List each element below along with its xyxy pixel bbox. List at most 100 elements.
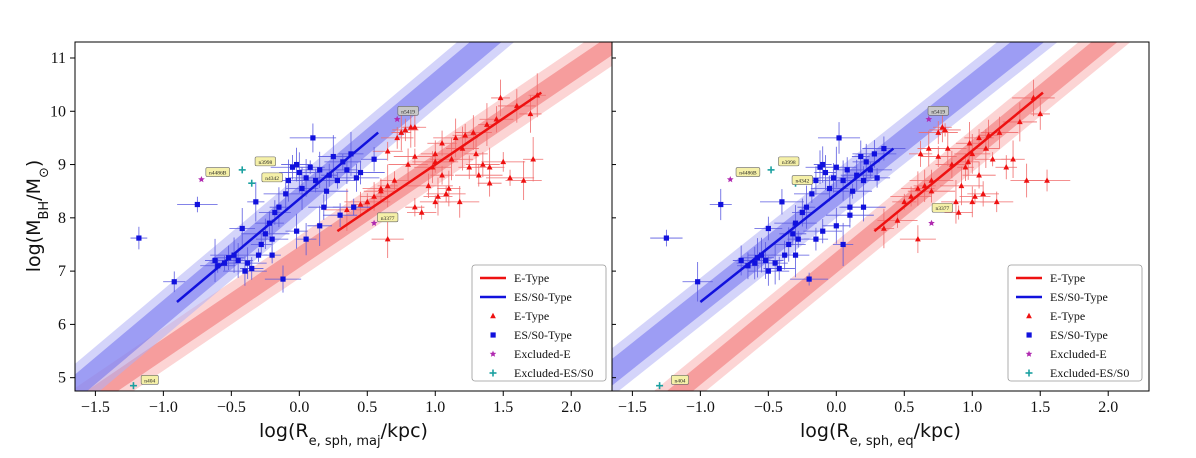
s0-type-band-inner	[612, 42, 1045, 386]
legend-label: E-Type	[1050, 271, 1085, 285]
annotation-n3998: n3998	[254, 156, 276, 167]
s0-type-point	[321, 204, 327, 210]
annotation-n3377: n3377	[377, 212, 399, 223]
s0-type-point	[269, 252, 275, 258]
s0-type-point	[833, 164, 839, 170]
annotation-label: n3377	[935, 206, 949, 212]
s0-type-point	[820, 228, 826, 234]
s0-type-point	[854, 172, 860, 178]
legend-label: E-Type	[1050, 309, 1085, 323]
s0-type-point	[371, 156, 377, 162]
e-type-point	[955, 209, 962, 215]
s0-type-point	[262, 231, 268, 237]
s0-type-point	[194, 201, 200, 208]
s0-type-point	[867, 167, 873, 173]
s0-type-point	[330, 153, 336, 160]
s0-type-point	[337, 212, 343, 218]
e-type-point	[398, 129, 405, 135]
annotation-n3998: n3998	[778, 156, 800, 167]
e-type-point	[962, 164, 969, 170]
x-axis-label: log(Re, sph, eq/kpc)	[800, 420, 961, 449]
s0-type-point	[296, 169, 302, 176]
e-type-point	[527, 110, 534, 117]
s0-type-point	[344, 167, 350, 173]
s0-type-point	[817, 164, 823, 170]
s0-type-point	[235, 257, 241, 264]
legend-label: ES/S0-Type	[1050, 328, 1108, 342]
s0-type-point	[285, 177, 292, 184]
x-tick-label: 2.0	[561, 399, 581, 416]
s0-type-point	[221, 260, 228, 266]
legend-excluded-e-marker	[1025, 350, 1033, 357]
annotation-label: n5419	[931, 109, 945, 115]
e-type-point	[405, 161, 411, 167]
e-type-point	[1003, 164, 1010, 170]
e-type-point	[1037, 110, 1044, 117]
s0-type-point	[850, 188, 856, 194]
e-type-point	[394, 134, 401, 141]
e-type-point	[530, 156, 537, 162]
e-type-point	[384, 148, 391, 154]
s0-type-point	[795, 236, 801, 242]
e-type-point	[969, 198, 976, 205]
s0-type-point	[790, 231, 796, 237]
s0-type-point	[874, 175, 880, 181]
s0-type-point	[299, 185, 305, 192]
s0-type-point	[249, 265, 255, 272]
s0-type-point	[334, 177, 340, 184]
excluded-e-point	[925, 115, 933, 123]
e-type-point	[475, 172, 482, 178]
e-type-point	[435, 193, 441, 199]
s0-type-point	[858, 153, 864, 160]
legend-label: ES/S0-Type	[514, 290, 572, 304]
e-type-band-inner	[86, 42, 612, 391]
s0-type-band-inner	[75, 42, 502, 391]
s0-type-point	[317, 167, 323, 173]
s0-type-point	[171, 279, 177, 285]
s0-type-point	[847, 204, 853, 210]
annotation-label: n4342	[265, 176, 279, 182]
axes-frame	[611, 41, 1150, 392]
s0-type-point	[255, 252, 262, 258]
e-type-point	[479, 161, 486, 167]
x-tick-label: −1.5	[81, 399, 110, 416]
right-panel: n5419 n4486B n3998 n4342 n3377 n404 −1.5 −1.0 −0…	[611, 41, 1150, 449]
annotation-n404: n404	[671, 375, 689, 385]
e-type-point	[1030, 94, 1037, 101]
e-type-point	[371, 193, 377, 199]
e-type-point	[384, 235, 391, 242]
s0-type-point	[786, 241, 792, 248]
y-tick-label: 7	[58, 263, 66, 280]
e-type-point	[425, 182, 432, 189]
legend: E-Type ES/S0-Type E-Type ES/S0-Type Excluded…	[1007, 264, 1143, 382]
s0-type-point	[303, 175, 309, 181]
x-tick-label: 1.0	[962, 399, 982, 416]
e-type-point	[894, 217, 901, 223]
s0-type-point	[840, 241, 846, 248]
y-tick-label: 11	[51, 50, 66, 67]
s0-type-point	[763, 257, 769, 264]
x-tick-label: 0.5	[357, 399, 377, 416]
s0-type-point	[860, 177, 867, 184]
excluded-s0-point	[767, 166, 775, 174]
s0-type-point	[758, 252, 765, 258]
e-type-point	[456, 198, 463, 205]
s0-type-point	[317, 223, 323, 229]
e-type-point	[928, 187, 935, 194]
s0-type-point	[782, 252, 788, 258]
e-type-point	[969, 150, 976, 157]
annotation-label: n404	[144, 378, 155, 384]
s0-type-point	[860, 204, 867, 210]
excluded-s0-point	[129, 382, 137, 390]
e-type-point	[462, 132, 469, 138]
s0-type-point	[313, 177, 319, 184]
s0-type-point	[663, 235, 669, 241]
e-type-point	[470, 129, 477, 135]
e-type-point	[980, 190, 987, 197]
e-type-point	[459, 145, 466, 151]
s0-type-point	[813, 177, 819, 184]
e-type-point	[1023, 177, 1030, 183]
s0-type-point	[258, 241, 264, 248]
s0-type-point	[351, 204, 357, 210]
annotation-n5419: n5419	[397, 105, 419, 116]
